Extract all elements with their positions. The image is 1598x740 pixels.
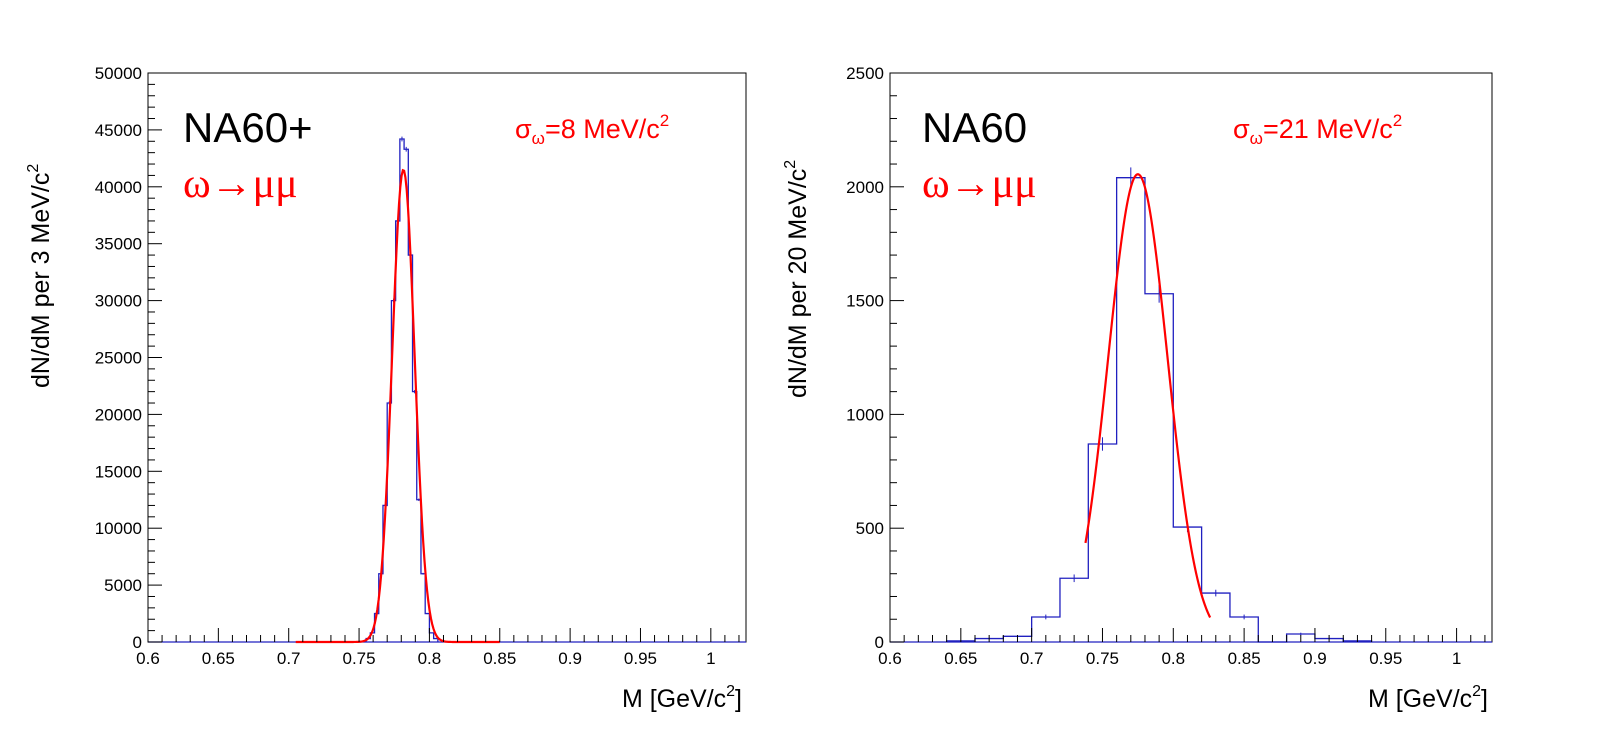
sigma-symbol: σ: [515, 114, 532, 144]
histogram-outline: [946, 177, 1373, 643]
histogram-outline: [365, 138, 439, 642]
plot-frame: [889, 72, 1493, 643]
chart-marks: [890, 167, 1492, 643]
sigma-annotation: σω=21 MeV/c2: [1233, 111, 1402, 148]
plot-frame: [147, 72, 747, 643]
y-tick-label: 10000: [95, 519, 142, 538]
x-tick-label: 0.6: [136, 649, 160, 668]
x-tick-label: 0.9: [1303, 649, 1327, 668]
y-axis-title: dN/dM per 3 MeV/c2: [25, 164, 55, 388]
y-tick-label: 0: [133, 633, 142, 652]
y-tick-label: 15000: [95, 462, 142, 481]
sigma-value: =8 MeV/c: [545, 114, 660, 144]
y-tick-label: 500: [856, 519, 884, 538]
x-tick-label: 0.6: [878, 649, 902, 668]
chart-marks: [148, 136, 746, 644]
y-tick-label: 25000: [95, 349, 142, 368]
y-tick-label: 30000: [95, 292, 142, 311]
gaussian-fit-curve: [295, 168, 500, 644]
panel-na60plus: 0.6 0.65 0.7 0.75 0.8 0.85 0.9 0.95 1 0 5000 10000 1…: [25, 64, 747, 713]
x-axis-title-close: ]: [735, 685, 742, 713]
x-tick-label: 0.9: [558, 649, 582, 668]
y-tick-label: 2500: [846, 64, 884, 83]
decay-label: ω→μμ: [922, 161, 1037, 207]
x-tick-label: 0.85: [483, 649, 516, 668]
y-tick-label: 1500: [846, 292, 884, 311]
y-axis-title-text: dN/dM per 20 MeV/c: [784, 169, 812, 398]
y-tick-label: 1000: [846, 405, 884, 424]
x-axis-title-text: M [GeV/c: [1368, 685, 1472, 713]
x-tick-label: 0.65: [202, 649, 235, 668]
y-axis-title: dN/dM per 20 MeV/c2: [782, 160, 812, 398]
sigma-subscript: ω: [532, 129, 545, 148]
sigma-superscript: 2: [1393, 111, 1402, 130]
x-axis-title-close: ]: [1481, 685, 1488, 713]
y-tick-label: 50000: [95, 64, 142, 83]
x-axis-title-text: M [GeV/c: [622, 685, 726, 713]
sigma-annotation: σω=8 MeV/c2: [515, 111, 669, 148]
decay-label: ω→μμ: [183, 161, 298, 207]
x-tick-label: 0.8: [1161, 649, 1185, 668]
y-tick-label: 40000: [95, 178, 142, 197]
y-tick-label: 5000: [104, 576, 142, 595]
y-axis-title-text: dN/dM per 3 MeV/c: [27, 173, 55, 388]
x-axis-title: M [GeV/c2]: [622, 683, 742, 713]
x-tick-label: 0.7: [1020, 649, 1044, 668]
x-tick-label: 0.95: [624, 649, 657, 668]
x-tick-label: 0.95: [1369, 649, 1402, 668]
sigma-value: =21 MeV/c: [1263, 114, 1393, 144]
y-tick-label: 45000: [95, 121, 142, 140]
sigma-symbol: σ: [1233, 114, 1250, 144]
x-axis-title: M [GeV/c2]: [1368, 683, 1488, 713]
sigma-superscript: 2: [660, 111, 669, 130]
panel-label: NA60+: [183, 104, 313, 151]
x-tick-label: 0.75: [1086, 649, 1119, 668]
x-tick-label: 1: [1452, 649, 1461, 668]
y-tick-label: 35000: [95, 235, 142, 254]
x-tick-label: 0.8: [418, 649, 442, 668]
x-tick-label: 0.75: [343, 649, 376, 668]
x-axis-title-sup: 2: [1472, 683, 1481, 700]
panel-na60: 0.6 0.65 0.7 0.75 0.8 0.85 0.9 0.95 1 0 500 1000 150…: [782, 64, 1493, 713]
y-axis-title-sup: 2: [782, 160, 799, 169]
panel-label: NA60: [922, 104, 1027, 151]
y-axis-title-sup: 2: [25, 164, 42, 173]
x-tick-label: 1: [706, 649, 715, 668]
axis-ticks: 0.6 0.65 0.7 0.75 0.8 0.85 0.9 0.95 1 0 5000 10000 1…: [95, 64, 740, 668]
x-axis-title-sup: 2: [726, 683, 735, 700]
x-tick-label: 0.65: [944, 649, 977, 668]
x-tick-label: 0.85: [1228, 649, 1261, 668]
x-tick-label: 0.7: [277, 649, 301, 668]
sigma-subscript: ω: [1250, 129, 1263, 148]
y-tick-label: 20000: [95, 405, 142, 424]
axis-ticks: 0.6 0.65 0.7 0.75 0.8 0.85 0.9 0.95 1 0 500 1000 150…: [846, 64, 1486, 668]
y-tick-label: 2000: [846, 178, 884, 197]
y-tick-label: 0: [875, 633, 884, 652]
gaussian-fit-curve: [1084, 173, 1212, 618]
